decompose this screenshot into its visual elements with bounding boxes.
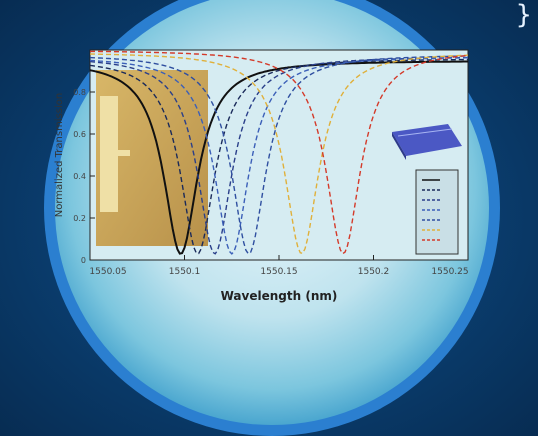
gold-inset bbox=[96, 70, 208, 246]
x-axis-label: Wavelength (nm) bbox=[221, 289, 338, 303]
y-tick-label-2: 0.2 bbox=[73, 214, 86, 223]
series-line-1 bbox=[90, 60, 468, 255]
y-tick-label-4: 0.6 bbox=[73, 130, 86, 139]
legend bbox=[415, 169, 459, 255]
series-line-3 bbox=[90, 56, 468, 255]
y-tick-label-3: 0.4 bbox=[73, 172, 86, 181]
corner-glyph: } bbox=[515, 0, 532, 30]
series-line-4 bbox=[90, 57, 468, 255]
chip-inset bbox=[392, 124, 462, 160]
series-line-5 bbox=[90, 55, 468, 255]
x-tick-label-4: 1550.2 bbox=[358, 267, 390, 277]
y-axis-label: Normalized Transmission bbox=[54, 93, 65, 218]
y-tick-label-5: 0.8 bbox=[73, 88, 86, 97]
x-tick-label-2: 1550.1 bbox=[169, 267, 201, 277]
x-tick-label-3: 1550.15 bbox=[260, 267, 297, 277]
x-tick-label-5: 1550.25 bbox=[431, 267, 468, 277]
x-tick-label-1: 1550.05 bbox=[89, 267, 126, 277]
y-tick-label-1: 0 bbox=[81, 256, 86, 265]
series-line-6 bbox=[90, 53, 468, 255]
